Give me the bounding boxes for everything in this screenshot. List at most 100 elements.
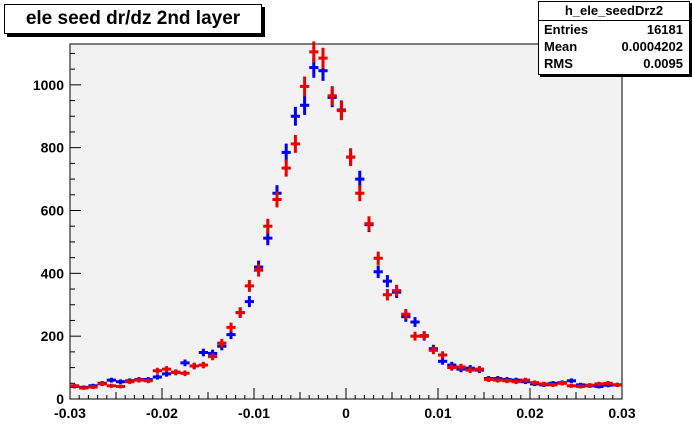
data-point [300,76,310,97]
data-point [88,385,98,389]
chart-title-box: ele seed dr/dz 2nd layer [4,4,262,34]
data-point [410,331,420,341]
data-point [235,307,245,318]
stats-entries-label: Entries [544,22,589,37]
y-axis: 0 200 400 600 800 1000 [33,52,81,407]
data-point [97,381,107,387]
y-tick-label: 400 [41,265,65,281]
data-point [392,284,402,297]
stats-row-mean: Mean 0.0004202 [539,38,689,55]
data-point [152,374,162,380]
data-point [134,377,144,383]
data-point [346,148,356,166]
data-point [539,381,549,387]
data-point [198,348,208,357]
data-point [438,351,448,359]
data-point [106,383,116,388]
data-point [502,378,512,384]
y-tick-label: 200 [41,328,65,344]
data-point [244,279,254,292]
data-point [520,377,530,383]
data-point [318,47,328,69]
data-point [116,384,126,389]
data-point [566,378,576,384]
data-point [180,370,190,377]
data-point [189,362,199,370]
data-point [585,383,595,388]
stats-mean-label: Mean [544,39,578,54]
stats-mean-value: 0.0004202 [621,39,683,54]
data-point [511,379,521,385]
y-tick-label: 600 [41,203,65,219]
data-point [410,317,420,327]
data-point [281,143,291,162]
x-tick-label: 0.03 [608,405,635,421]
data-point [373,265,383,279]
data-point [548,382,558,387]
x-tick-label: -0.01 [238,405,270,421]
data-point [594,381,604,387]
stats-box: h_ele_seedDrz2 Entries 16181 Mean 0.0004… [538,1,690,75]
y-tick-label: 0 [56,391,64,407]
data-point [474,366,484,373]
data-point [576,384,586,389]
x-tick-label: -0.03 [54,405,86,421]
data-point [300,95,310,115]
data-marks [70,41,622,390]
stats-histogram-name: h_ele_seedDrz2 [539,2,689,21]
data-point [566,383,576,388]
x-tick-label: 0.02 [516,405,543,421]
data-point [382,288,392,301]
data-point [603,381,613,386]
data-point [309,41,319,63]
data-point [272,191,282,208]
x-tick-label: 0.01 [424,405,451,421]
data-point [382,275,392,288]
data-point [208,352,218,361]
y-tick-label: 800 [41,140,65,156]
stats-rms-value: 0.0095 [643,56,683,71]
chart-title: ele seed dr/dz 2nd layer [25,8,241,29]
data-point [116,379,126,385]
stats-entries-value: 16181 [646,22,683,37]
data-point [162,366,172,373]
y-tick-label: 1000 [33,77,64,93]
data-point [70,383,80,388]
data-point [493,377,503,383]
data-point [557,381,567,386]
data-point [198,361,208,369]
x-tick-label: 0 [342,405,350,421]
x-axis: -0.03 -0.02 -0.01 0 0.01 0.02 0.03 [54,388,636,421]
data-point [290,134,300,153]
data-point [152,367,162,374]
data-point [447,364,457,371]
data-point [484,377,494,382]
data-point [180,359,190,367]
data-point [171,369,181,376]
data-point [401,309,411,320]
data-point [438,357,448,365]
data-point [281,159,291,177]
data-point [428,346,438,355]
data-point [530,380,540,385]
data-point [244,296,254,308]
data-point [355,185,365,202]
data-point [355,170,365,188]
data-point [106,377,116,383]
data-point [290,106,300,126]
data-point [364,216,374,232]
stats-row-rms: RMS 0.0095 [539,55,689,72]
data-point [125,379,135,385]
data-point [254,263,264,277]
data-point [226,322,236,333]
series-1 [70,41,622,390]
data-point [327,86,337,106]
stats-row-entries: Entries 16181 [539,21,689,38]
data-point [456,363,466,371]
data-point [612,382,622,387]
data-point [263,218,273,234]
data-point [143,378,153,384]
plot-frame [69,43,623,400]
